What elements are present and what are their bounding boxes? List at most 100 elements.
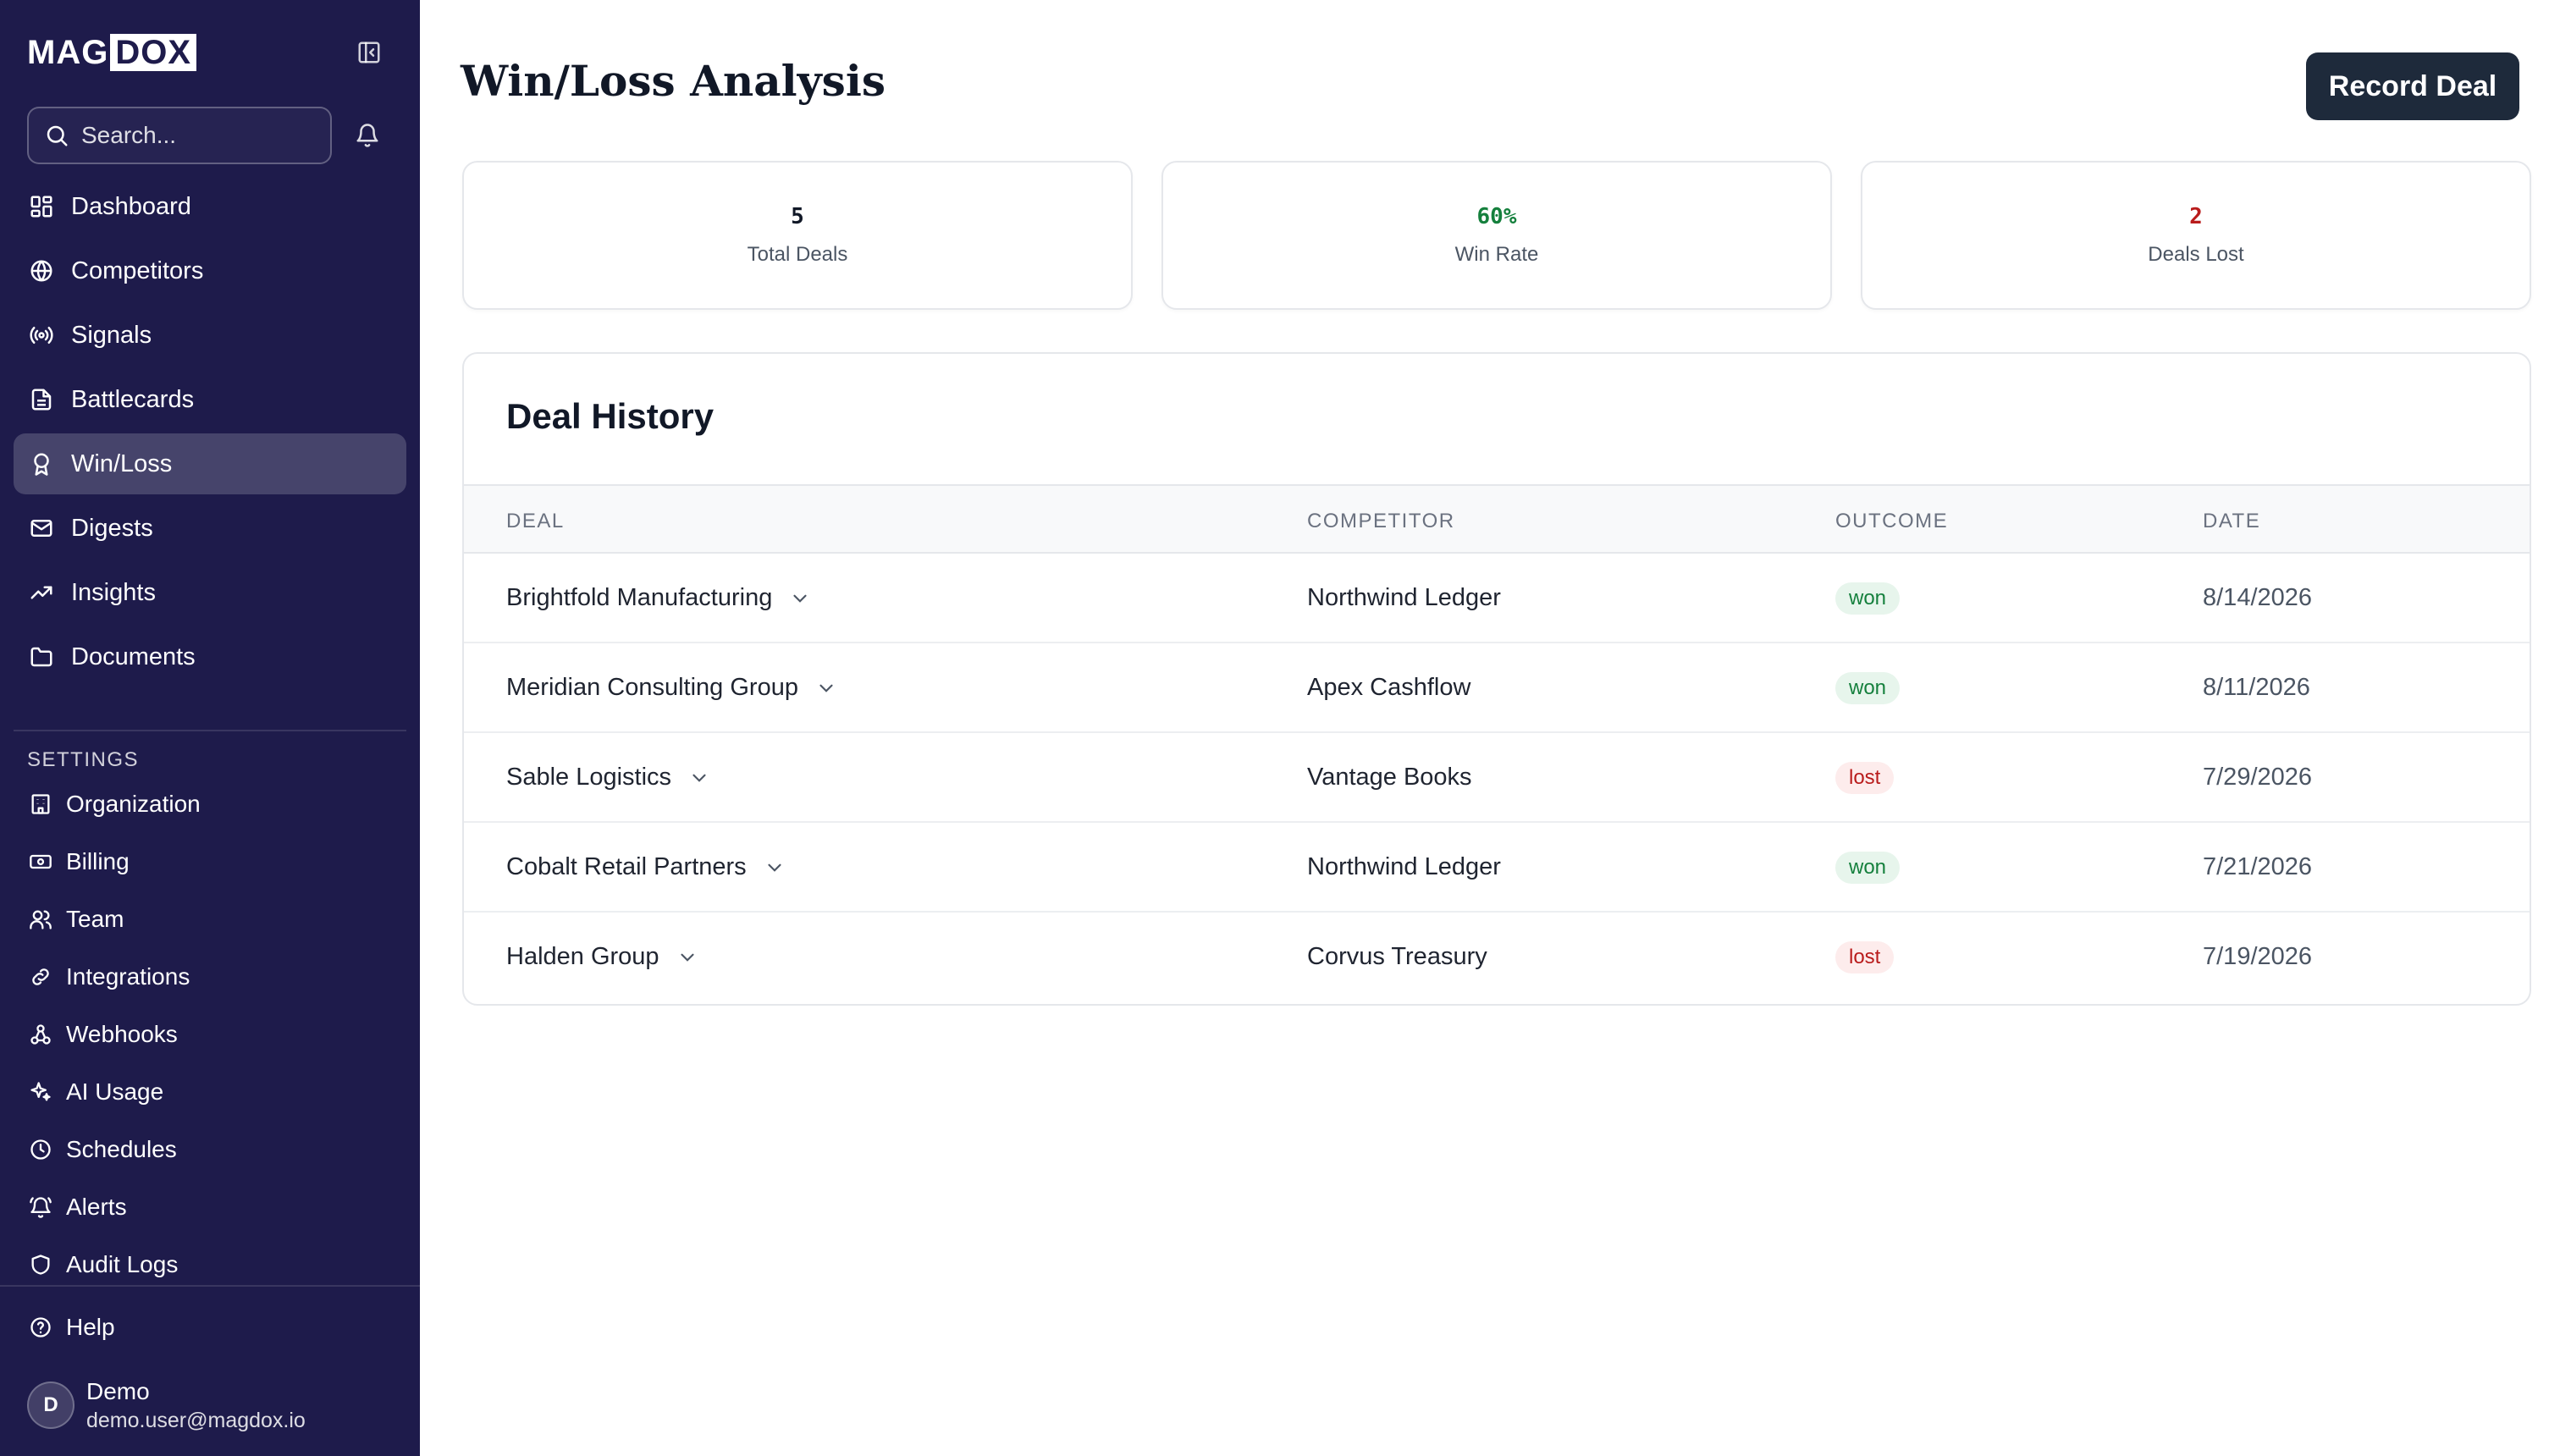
stat-label: Deals Lost [2148,243,2244,266]
user-profile[interactable]: D Demo demo.user@magdox.io [27,1371,306,1439]
deal-date: 7/29/2026 [2203,764,2313,791]
settings-item-audit-logs[interactable]: Audit Logs [14,1238,406,1292]
deal-expand-toggle[interactable]: Halden Group [506,943,698,971]
logo[interactable]: MAG DOX [27,32,197,73]
page-title: Win/Loss Analysis [461,56,886,106]
user-info: Demo demo.user@magdox.io [86,1378,306,1433]
help-link[interactable]: Help [14,1300,406,1354]
column-header-date: DATE [2203,510,2261,532]
settings-item-label: Webhooks [66,1021,178,1047]
settings-item-label: Billing [66,848,130,874]
deal-name: Sable Logistics [506,764,672,791]
nav-item-label: Digests [71,514,153,542]
settings-item-label: Team [66,906,124,932]
deal-expand-toggle[interactable]: Sable Logistics [506,764,710,791]
deal-name: Brightfold Manufacturing [506,584,773,611]
column-header-competitor: COMPETITOR [1307,510,1455,532]
sparkles-icon [27,1078,54,1106]
document-icon [27,385,56,414]
main-nav: Dashboard Competitors Signals Battlecard… [14,176,406,691]
clock-icon [27,1136,54,1163]
search-input[interactable] [81,122,310,149]
settings-item-label: Organization [66,791,201,817]
competitor-name: Apex Cashflow [1307,674,1471,701]
chevron-down-icon [676,946,698,968]
search-box[interactable] [27,107,332,164]
deal-history-title: Deal History [506,396,714,436]
globe-icon [27,256,56,285]
deal-name: Cobalt Retail Partners [506,853,747,880]
sidebar-footer-divider [0,1285,420,1287]
deal-date: 7/19/2026 [2203,943,2313,970]
deal-expand-toggle[interactable]: Brightfold Manufacturing [506,584,811,612]
deal-date: 7/21/2026 [2203,853,2313,880]
nav-item-signals[interactable]: Signals [14,305,406,366]
outcome-badge: won [1835,852,1901,884]
stat-value: 5 [791,204,804,229]
nav-item-dashboard[interactable]: Dashboard [14,176,406,237]
settings-item-billing[interactable]: Billing [14,835,406,889]
outcome-badge: won [1835,582,1901,615]
settings-item-team[interactable]: Team [14,892,406,946]
logo-text-boxed: DOX [110,34,197,71]
chevron-down-icon [688,767,710,789]
user-name: Demo [86,1377,150,1404]
outcome-badge: lost [1835,941,1895,973]
stat-label: Total Deals [747,243,848,266]
help-circle-icon [27,1314,54,1341]
nav-item-label: Battlecards [71,385,195,413]
building-icon [27,791,54,818]
chevron-down-icon [764,857,786,879]
settings-section-label: SETTINGS [27,748,140,771]
signal-icon [27,321,56,350]
settings-item-ai-usage[interactable]: AI Usage [14,1065,406,1119]
folder-icon [27,643,56,671]
settings-item-webhooks[interactable]: Webhooks [14,1007,406,1062]
nav-item-documents[interactable]: Documents [14,626,406,687]
table-row[interactable]: Halden Group Corvus Treasury lost 7/19/2… [464,913,2530,1002]
competitor-name: Corvus Treasury [1307,943,1487,970]
table-header: DEAL COMPETITOR OUTCOME DATE [464,484,2530,554]
record-deal-button[interactable]: Record Deal [2306,52,2519,120]
nav-item-label: Insights [71,578,156,606]
deal-date: 8/11/2026 [2203,674,2310,701]
deal-expand-toggle[interactable]: Meridian Consulting Group [506,674,837,702]
deal-history-card: Deal History DEAL COMPETITOR OUTCOME DAT… [462,352,2531,1006]
settings-item-organization[interactable]: Organization [14,777,406,831]
bell-ring-icon [27,1194,54,1221]
settings-item-integrations[interactable]: Integrations [14,950,406,1004]
settings-item-schedules[interactable]: Schedules [14,1122,406,1177]
sidebar-divider [14,730,406,731]
table-row[interactable]: Sable Logistics Vantage Books lost 7/29/… [464,733,2530,823]
notifications-button[interactable] [350,119,384,152]
nav-item-battlecards[interactable]: Battlecards [14,369,406,430]
settings-item-label: Schedules [66,1136,177,1162]
dashboard-icon [27,192,56,221]
help-label: Help [66,1314,115,1340]
nav-item-label: Dashboard [71,192,191,220]
user-email: demo.user@magdox.io [86,1408,306,1432]
outcome-badge: lost [1835,762,1895,794]
settings-item-alerts[interactable]: Alerts [14,1180,406,1234]
outcome-badge: won [1835,672,1901,704]
column-header-deal: DEAL [506,510,565,532]
nav-item-win-loss[interactable]: Win/Loss [14,433,406,494]
stat-card-win-rate: 60% Win Rate [1161,161,1832,310]
table-row[interactable]: Cobalt Retail Partners Northwind Ledger … [464,823,2530,913]
nav-item-label: Documents [71,643,196,670]
link-icon [27,963,54,990]
award-icon [27,449,56,478]
table-row[interactable]: Meridian Consulting Group Apex Cashflow … [464,643,2530,733]
collapse-sidebar-button[interactable] [354,37,384,68]
nav-item-digests[interactable]: Digests [14,498,406,559]
settings-item-label: Alerts [66,1194,127,1220]
table-row[interactable]: Brightfold Manufacturing Northwind Ledge… [464,554,2530,643]
competitor-name: Northwind Ledger [1307,853,1501,880]
stat-value: 60% [1476,204,1517,229]
nav-item-label: Competitors [71,256,204,284]
stat-card-deals-lost: 2 Deals Lost [1861,161,2531,310]
nav-item-competitors[interactable]: Competitors [14,240,406,301]
deal-expand-toggle[interactable]: Cobalt Retail Partners [506,853,786,881]
nav-item-insights[interactable]: Insights [14,562,406,623]
